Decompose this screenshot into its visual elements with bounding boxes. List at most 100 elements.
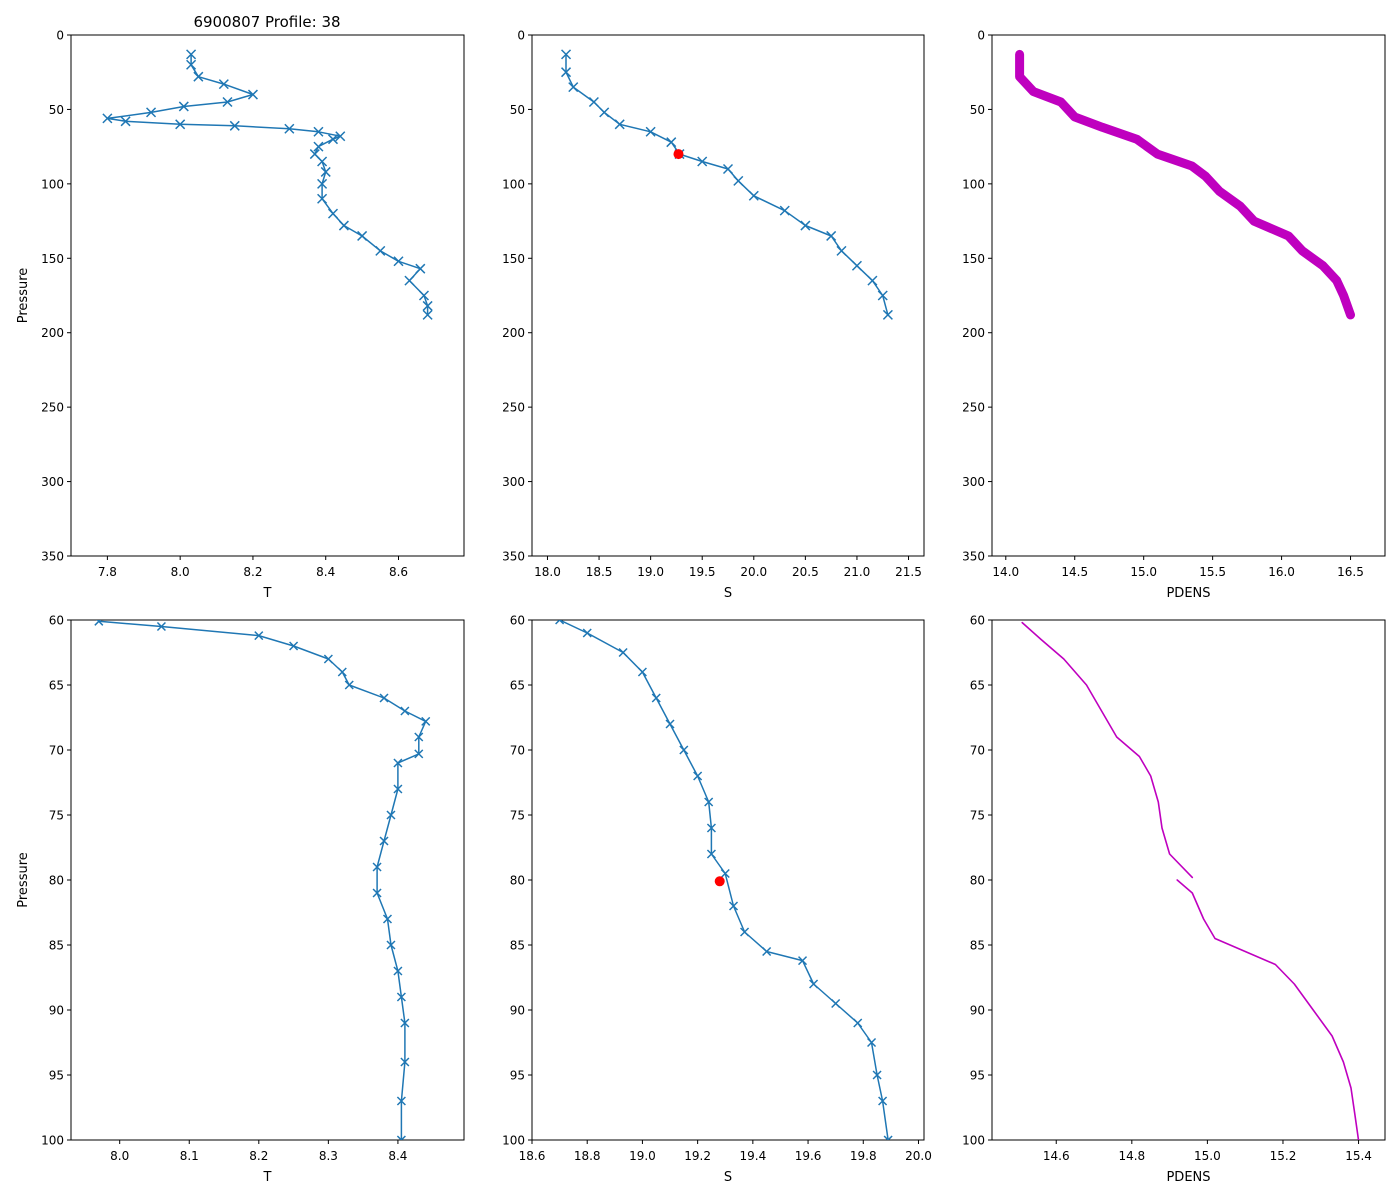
y-tick-label: 65 [510, 679, 525, 693]
data-point-marker [867, 275, 878, 286]
data-point-marker [337, 667, 347, 677]
plot-area [102, 49, 433, 320]
y-tick-label: 70 [49, 744, 64, 758]
data-point-marker [404, 275, 415, 286]
data-point-marker [400, 1057, 410, 1067]
data-point-marker [883, 1135, 893, 1140]
y-tick-label: 85 [510, 939, 525, 953]
x-axis-label: S [724, 1170, 732, 1185]
data-point-marker [396, 992, 406, 1002]
y-tick-label: 70 [510, 744, 525, 758]
y-tick-label: 75 [970, 809, 985, 823]
data-point-marker [393, 758, 403, 768]
axes-frame [531, 619, 925, 1141]
y-tick-label: 200 [502, 326, 525, 340]
data-point-marker [186, 59, 197, 70]
x-tick-label: 8.4 [316, 565, 335, 579]
x-axis-label: T [263, 1170, 272, 1185]
data-point-marker [561, 49, 572, 60]
data-point-marker [317, 178, 328, 189]
x-axis-label: S [724, 586, 732, 601]
x-tick-label: 19.4 [739, 1149, 766, 1163]
data-point-marker [247, 89, 258, 100]
data-point-marker [853, 1018, 863, 1028]
data-point-marker [338, 220, 349, 231]
x-tick-label: 18.0 [534, 565, 561, 579]
axes-frame [531, 34, 925, 557]
x-tick-label: 20.0 [905, 1149, 932, 1163]
x-tick-label: 19.2 [684, 1149, 711, 1163]
data-point-marker [588, 96, 599, 108]
y-tick-label: 100 [41, 177, 64, 191]
y-tick-label: 85 [970, 939, 985, 953]
data-point-marker [665, 719, 675, 729]
series-line-t [98, 620, 427, 1140]
data-point-marker [704, 797, 714, 807]
data-point-marker [414, 732, 424, 742]
data-point-marker [372, 862, 382, 872]
axes-frame [70, 34, 465, 557]
x-tick-label: 21.0 [844, 565, 871, 579]
y-tick-label: 95 [970, 1069, 985, 1083]
x-tick-label: 8.0 [110, 1149, 129, 1163]
data-point-marker [94, 620, 104, 626]
x-tick-label: 19.0 [637, 565, 664, 579]
highlight-point [673, 149, 684, 160]
data-point-marker [317, 193, 328, 204]
y-tick-label: 100 [502, 177, 525, 191]
data-point-marker [722, 163, 734, 175]
y-tick-label: 200 [962, 326, 985, 340]
y-tick-label: 90 [510, 1004, 525, 1018]
data-point-marker [666, 137, 677, 148]
x-tick-label: 20.0 [740, 565, 767, 579]
data-point-marker [872, 1070, 882, 1080]
data-point-marker [582, 628, 592, 638]
data-point-marker [218, 79, 229, 90]
panel-bottom-left: 8.0 8.1 8.2 8.3 8.4 60 65 70 75 80 85 90 95 100 T Press… [16, 614, 465, 1185]
panel-top-right: 14.0 14.5 15.0 15.5 16.0 16.5 0 50 100 150 200 250 3… [962, 29, 1386, 601]
data-point-marker [415, 263, 426, 274]
x-tick-label: 15.0 [1194, 1149, 1221, 1163]
data-point-marker [693, 771, 703, 781]
data-point-marker [618, 647, 628, 658]
data-point-marker [568, 82, 579, 93]
y-tick-label: 0 [977, 29, 985, 43]
data-point-marker [375, 245, 386, 256]
data-point-marker [357, 230, 368, 241]
y-axis-label: Pressure [16, 268, 31, 324]
y-tick-label: 80 [970, 874, 985, 888]
x-axis-label: T [263, 586, 272, 601]
x-tick-label: 19.6 [795, 1149, 822, 1163]
axes-frame [991, 619, 1386, 1141]
data-point-marker [344, 680, 354, 690]
data-point-marker [320, 166, 331, 177]
y-axis-label: Pressure [16, 852, 31, 908]
y-tick-label: 0 [56, 29, 64, 43]
data-point-marker [637, 667, 647, 677]
data-point-marker [697, 156, 708, 167]
data-point-marker [800, 220, 811, 231]
x-tick-label: 15.5 [1199, 565, 1226, 579]
data-point-marker [327, 134, 339, 145]
data-point-marker [414, 749, 424, 759]
x-tick-label: 14.5 [1061, 565, 1088, 579]
data-point-marker [798, 956, 808, 966]
data-point-marker [393, 966, 403, 976]
x-tick-label: 15.2 [1270, 1149, 1297, 1163]
data-point-marker [229, 120, 240, 131]
data-point-marker [102, 113, 113, 124]
y-tick-label: 50 [510, 103, 525, 117]
data-point-marker [728, 901, 739, 911]
data-point-marker [740, 927, 750, 937]
y-tick-label: 100 [502, 1134, 525, 1148]
x-tick-label: 21.5 [895, 565, 922, 579]
x-tick-label: 19.5 [689, 565, 716, 579]
y-tick-label: 70 [970, 744, 985, 758]
plot-area [1015, 49, 1355, 320]
data-point-marker [400, 706, 410, 716]
data-point-marker [372, 888, 382, 898]
data-point-marker [836, 245, 847, 256]
data-point-marker [561, 67, 572, 78]
data-point-marker [317, 156, 328, 167]
x-tick-label: 20.5 [792, 565, 819, 579]
